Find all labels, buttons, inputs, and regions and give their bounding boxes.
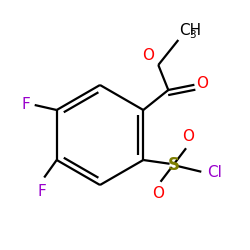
Text: O: O bbox=[152, 186, 164, 201]
Text: CH: CH bbox=[180, 23, 202, 38]
Text: O: O bbox=[196, 76, 208, 91]
Text: Cl: Cl bbox=[207, 165, 222, 180]
Text: F: F bbox=[37, 184, 46, 199]
Text: F: F bbox=[22, 98, 30, 112]
Text: O: O bbox=[142, 48, 154, 62]
Text: 3: 3 bbox=[189, 30, 196, 40]
Text: O: O bbox=[182, 129, 194, 144]
Text: S: S bbox=[167, 156, 179, 174]
